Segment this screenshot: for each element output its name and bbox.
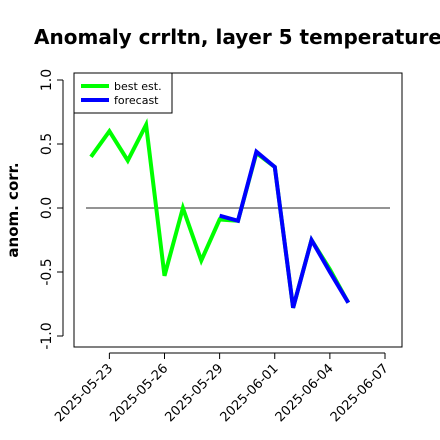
chart-title: Anomaly crrltn, layer 5 temperature: [34, 25, 440, 49]
x-tick-label: 2025-06-01: [218, 361, 282, 425]
y-axis-label: anom. corr.: [4, 162, 22, 257]
x-tick-label: 2025-06-07: [328, 361, 392, 425]
x-tick-label: 2025-06-04: [273, 361, 337, 425]
y-tick-label: -0.5: [39, 258, 55, 285]
y-tick-label: 0.5: [39, 133, 55, 155]
legend-label-best-est: best est.: [114, 80, 162, 93]
y-tick-label: 1.0: [39, 69, 55, 91]
y-tick-label: -1.0: [39, 322, 55, 349]
legend-box: [73, 72, 173, 114]
x-tick-label: 2025-05-26: [107, 361, 171, 425]
series-line-forecast: [219, 148, 351, 309]
x-axis: 2025-05-232025-05-262025-05-292025-06-01…: [52, 352, 392, 425]
y-tick-label: 0.0: [39, 197, 55, 219]
plot-frame: [73, 72, 403, 348]
x-tick-label: 2025-05-23: [52, 361, 116, 425]
y-axis: -1.0 -0.5 0.0 0.5 1.0: [39, 69, 64, 350]
legend: best est. forecast: [73, 72, 173, 114]
legend-label-forecast: forecast: [114, 94, 159, 107]
x-tick-label: 2025-05-29: [162, 361, 226, 425]
series-layer: [89, 118, 351, 309]
